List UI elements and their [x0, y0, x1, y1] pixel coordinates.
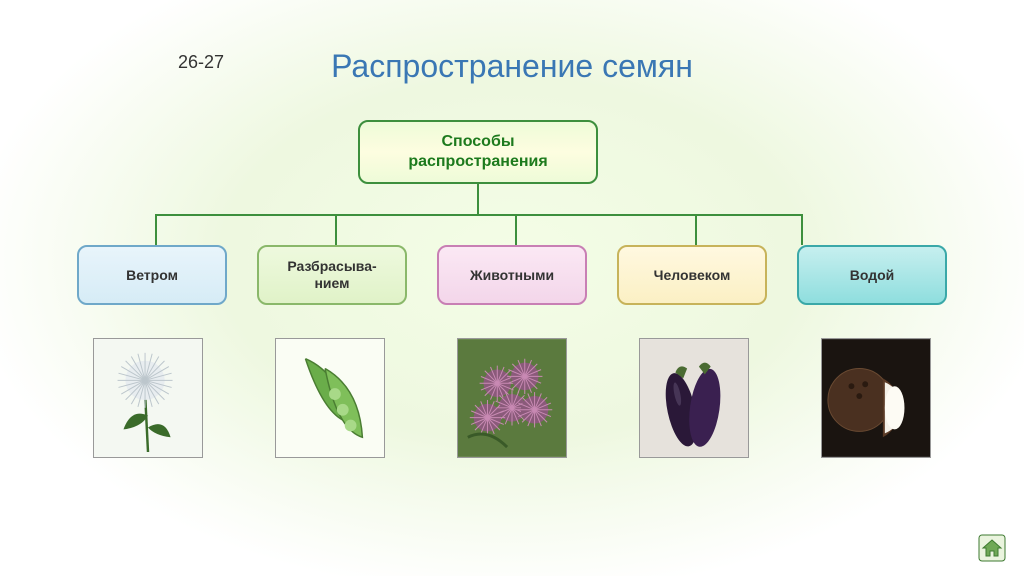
child-node-1: Разбрасыва-нием [257, 245, 407, 305]
conn-drop [335, 214, 337, 245]
conn-drop [801, 214, 803, 245]
example-image-pea-pods [275, 338, 385, 458]
root-label: Способыраспространения [408, 132, 547, 172]
conn-trunk [477, 184, 479, 214]
image-row [0, 338, 1024, 458]
child-node-2: Животными [437, 245, 587, 305]
children-row: Ветром Разбрасыва-нием Животными Человеком В… [0, 245, 1024, 305]
child-label: Ветром [126, 267, 178, 284]
example-image-dandelion [93, 338, 203, 458]
root-node: Способыраспространения [358, 120, 598, 184]
child-node-4: Водой [797, 245, 947, 305]
example-image-coconut [821, 338, 931, 458]
child-node-3: Человеком [617, 245, 767, 305]
example-image-eggplant [639, 338, 749, 458]
child-node-0: Ветром [77, 245, 227, 305]
conn-drop [515, 214, 517, 245]
child-label: Животными [470, 267, 554, 284]
child-label: Человеком [654, 267, 731, 284]
child-label: Водой [850, 267, 895, 284]
conn-drop [155, 214, 157, 245]
example-image-burdock [457, 338, 567, 458]
child-label: Разбрасыва-нием [287, 258, 376, 292]
conn-drop [695, 214, 697, 245]
conn-horiz [155, 214, 803, 216]
slide-title: Распространение семян [0, 48, 1024, 85]
home-icon[interactable] [978, 534, 1006, 562]
